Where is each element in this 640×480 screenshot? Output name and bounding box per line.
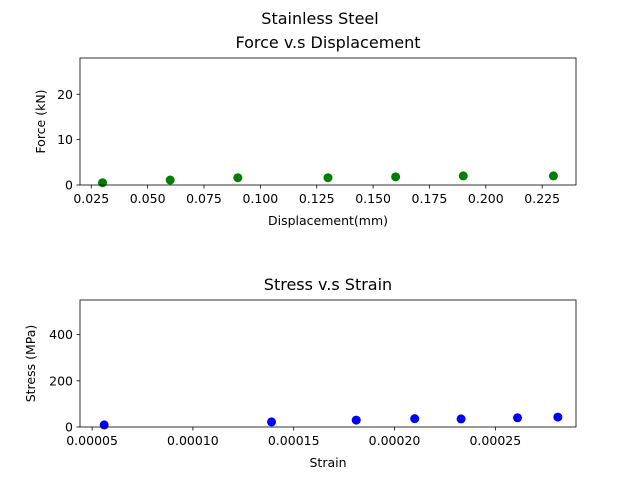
data-point — [351, 415, 361, 425]
data-point — [410, 414, 420, 424]
data-point — [458, 171, 468, 181]
data-point — [267, 417, 277, 427]
y-tick-label: 0 — [65, 178, 73, 193]
stress-strain-chart: Stress v.s Strain 0.00005 0.00010 0.00015 0.… — [23, 275, 577, 470]
x-tick-label: 0.00020 — [369, 433, 421, 448]
figure-title: Stainless Steel — [261, 9, 378, 28]
y-axis-label: Stress (MPa) — [23, 325, 38, 403]
data-point — [456, 414, 466, 424]
x-axis-label: Strain — [309, 455, 346, 470]
y-tick-label: 200 — [49, 373, 73, 388]
x-tick-label: 0.125 — [299, 191, 335, 206]
x-tick-label: 0.050 — [130, 191, 166, 206]
y-axis-label: Force (kN) — [33, 89, 48, 153]
data-point — [548, 171, 558, 181]
data-point — [165, 175, 175, 185]
data-point — [323, 173, 333, 183]
chart-title: Stress v.s Strain — [264, 275, 392, 294]
y-tick-label: 0 — [65, 420, 73, 435]
chart-title: Force v.s Displacement — [235, 33, 420, 52]
x-tick-label: 0.00025 — [469, 433, 521, 448]
y-tick-label: 20 — [57, 87, 73, 102]
x-tick-label: 0.150 — [355, 191, 391, 206]
x-tick-label: 0.025 — [73, 191, 109, 206]
x-tick-label: 0.00005 — [66, 433, 118, 448]
force-displacement-chart: Force v.s Displacement 0.025 0.050 0.075 0.1… — [33, 33, 577, 228]
x-tick-label: 0.075 — [186, 191, 222, 206]
y-tick-label: 400 — [49, 327, 73, 342]
x-tick-label: 0.200 — [468, 191, 504, 206]
y-tick-label: 10 — [57, 132, 73, 147]
data-point — [513, 413, 523, 423]
data-point — [391, 172, 401, 182]
x-tick-label: 0.225 — [524, 191, 560, 206]
x-axis-label: Displacement(mm) — [268, 213, 388, 228]
x-tick-label: 0.00015 — [268, 433, 320, 448]
x-tick-label: 0.175 — [412, 191, 448, 206]
x-tick-label: 0.100 — [242, 191, 278, 206]
data-point — [553, 412, 563, 422]
data-point — [99, 420, 109, 430]
plot-frame — [79, 57, 577, 186]
data-point — [98, 178, 108, 188]
x-tick-label: 0.00010 — [167, 433, 219, 448]
plot-frame — [79, 299, 577, 428]
data-point — [233, 173, 243, 183]
